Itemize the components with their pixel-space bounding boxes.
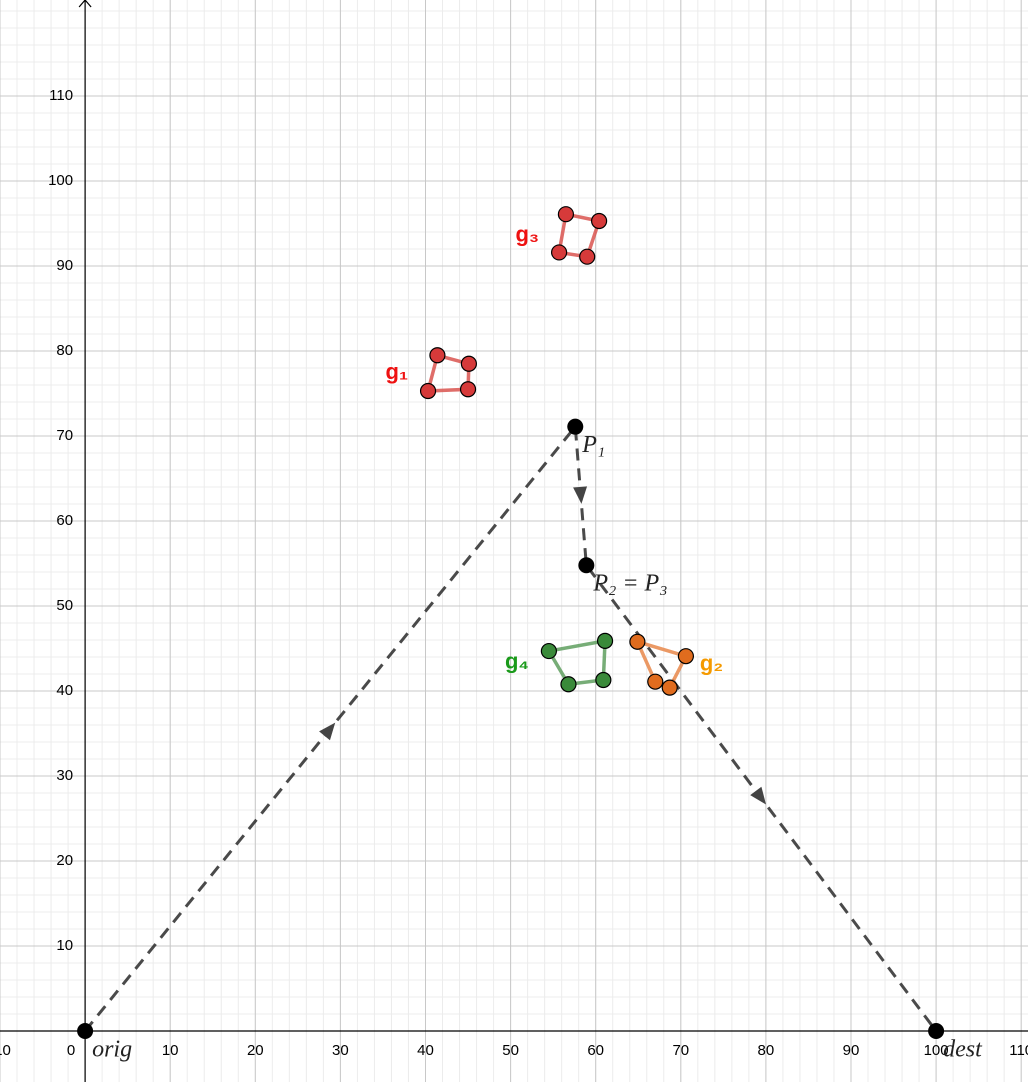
- x-tick-label: 90: [843, 1042, 860, 1059]
- y-tick-label: 20: [56, 852, 73, 869]
- x-tick-label: 70: [672, 1042, 689, 1059]
- x-tick-label: 60: [587, 1042, 604, 1059]
- x-tick-label: -10: [0, 1042, 11, 1059]
- group-point: [596, 632, 614, 649]
- group-point: [460, 355, 477, 372]
- group-label: g₁: [386, 359, 409, 384]
- group-point: [540, 642, 557, 660]
- group-point: [647, 673, 664, 690]
- y-tick-label: 50: [56, 597, 73, 614]
- point-label: P₂ = P₃: [592, 571, 667, 597]
- y-tick-label: 10: [56, 937, 73, 954]
- route-point: [928, 1023, 945, 1040]
- group-point: [579, 248, 596, 265]
- y-tick-label: 110: [49, 87, 73, 104]
- y-tick-label: 40: [56, 682, 73, 699]
- x-tick-label: 40: [417, 1042, 434, 1059]
- group-point: [557, 206, 575, 223]
- x-tick-label: 110: [1009, 1042, 1028, 1059]
- group-point: [677, 648, 695, 665]
- group-label: g₃: [515, 221, 539, 246]
- group-point: [551, 244, 568, 261]
- point-label: dest: [943, 1037, 983, 1063]
- x-tick-label: 20: [247, 1042, 264, 1059]
- direction-arrow: [750, 786, 767, 805]
- x-tick-label: 30: [332, 1042, 349, 1059]
- group-point: [661, 679, 678, 696]
- x-tick-label: 10: [162, 1042, 179, 1059]
- x-tick-label: 100: [924, 1042, 949, 1059]
- direction-arrow: [319, 722, 336, 741]
- route-point: [578, 557, 595, 574]
- x-tick-label: 0: [67, 1042, 75, 1059]
- group-point: [595, 671, 612, 689]
- x-tick-label: 80: [758, 1042, 775, 1059]
- group-point: [590, 212, 608, 230]
- y-tick-label: 60: [56, 512, 73, 529]
- y-axis-arrow: [78, 0, 92, 8]
- group-point: [429, 347, 446, 364]
- direction-arrow: [573, 486, 588, 504]
- y-tick-label: 30: [56, 767, 73, 784]
- y-tick-label: 100: [48, 172, 73, 189]
- group-label: g₂: [700, 650, 723, 675]
- group-point: [629, 633, 646, 650]
- route-point: [567, 418, 584, 435]
- group-point: [459, 381, 477, 398]
- y-tick-label: 70: [56, 427, 73, 444]
- route-point: [77, 1023, 94, 1040]
- y-tick-label: 90: [56, 257, 73, 274]
- group-label: g₄: [505, 648, 529, 673]
- group-point: [560, 676, 577, 693]
- x-tick-label: 50: [502, 1042, 519, 1059]
- group-point: [419, 382, 437, 400]
- point-label: P₁: [581, 432, 605, 458]
- point-label: orig: [92, 1037, 132, 1063]
- y-tick-label: 80: [56, 342, 73, 359]
